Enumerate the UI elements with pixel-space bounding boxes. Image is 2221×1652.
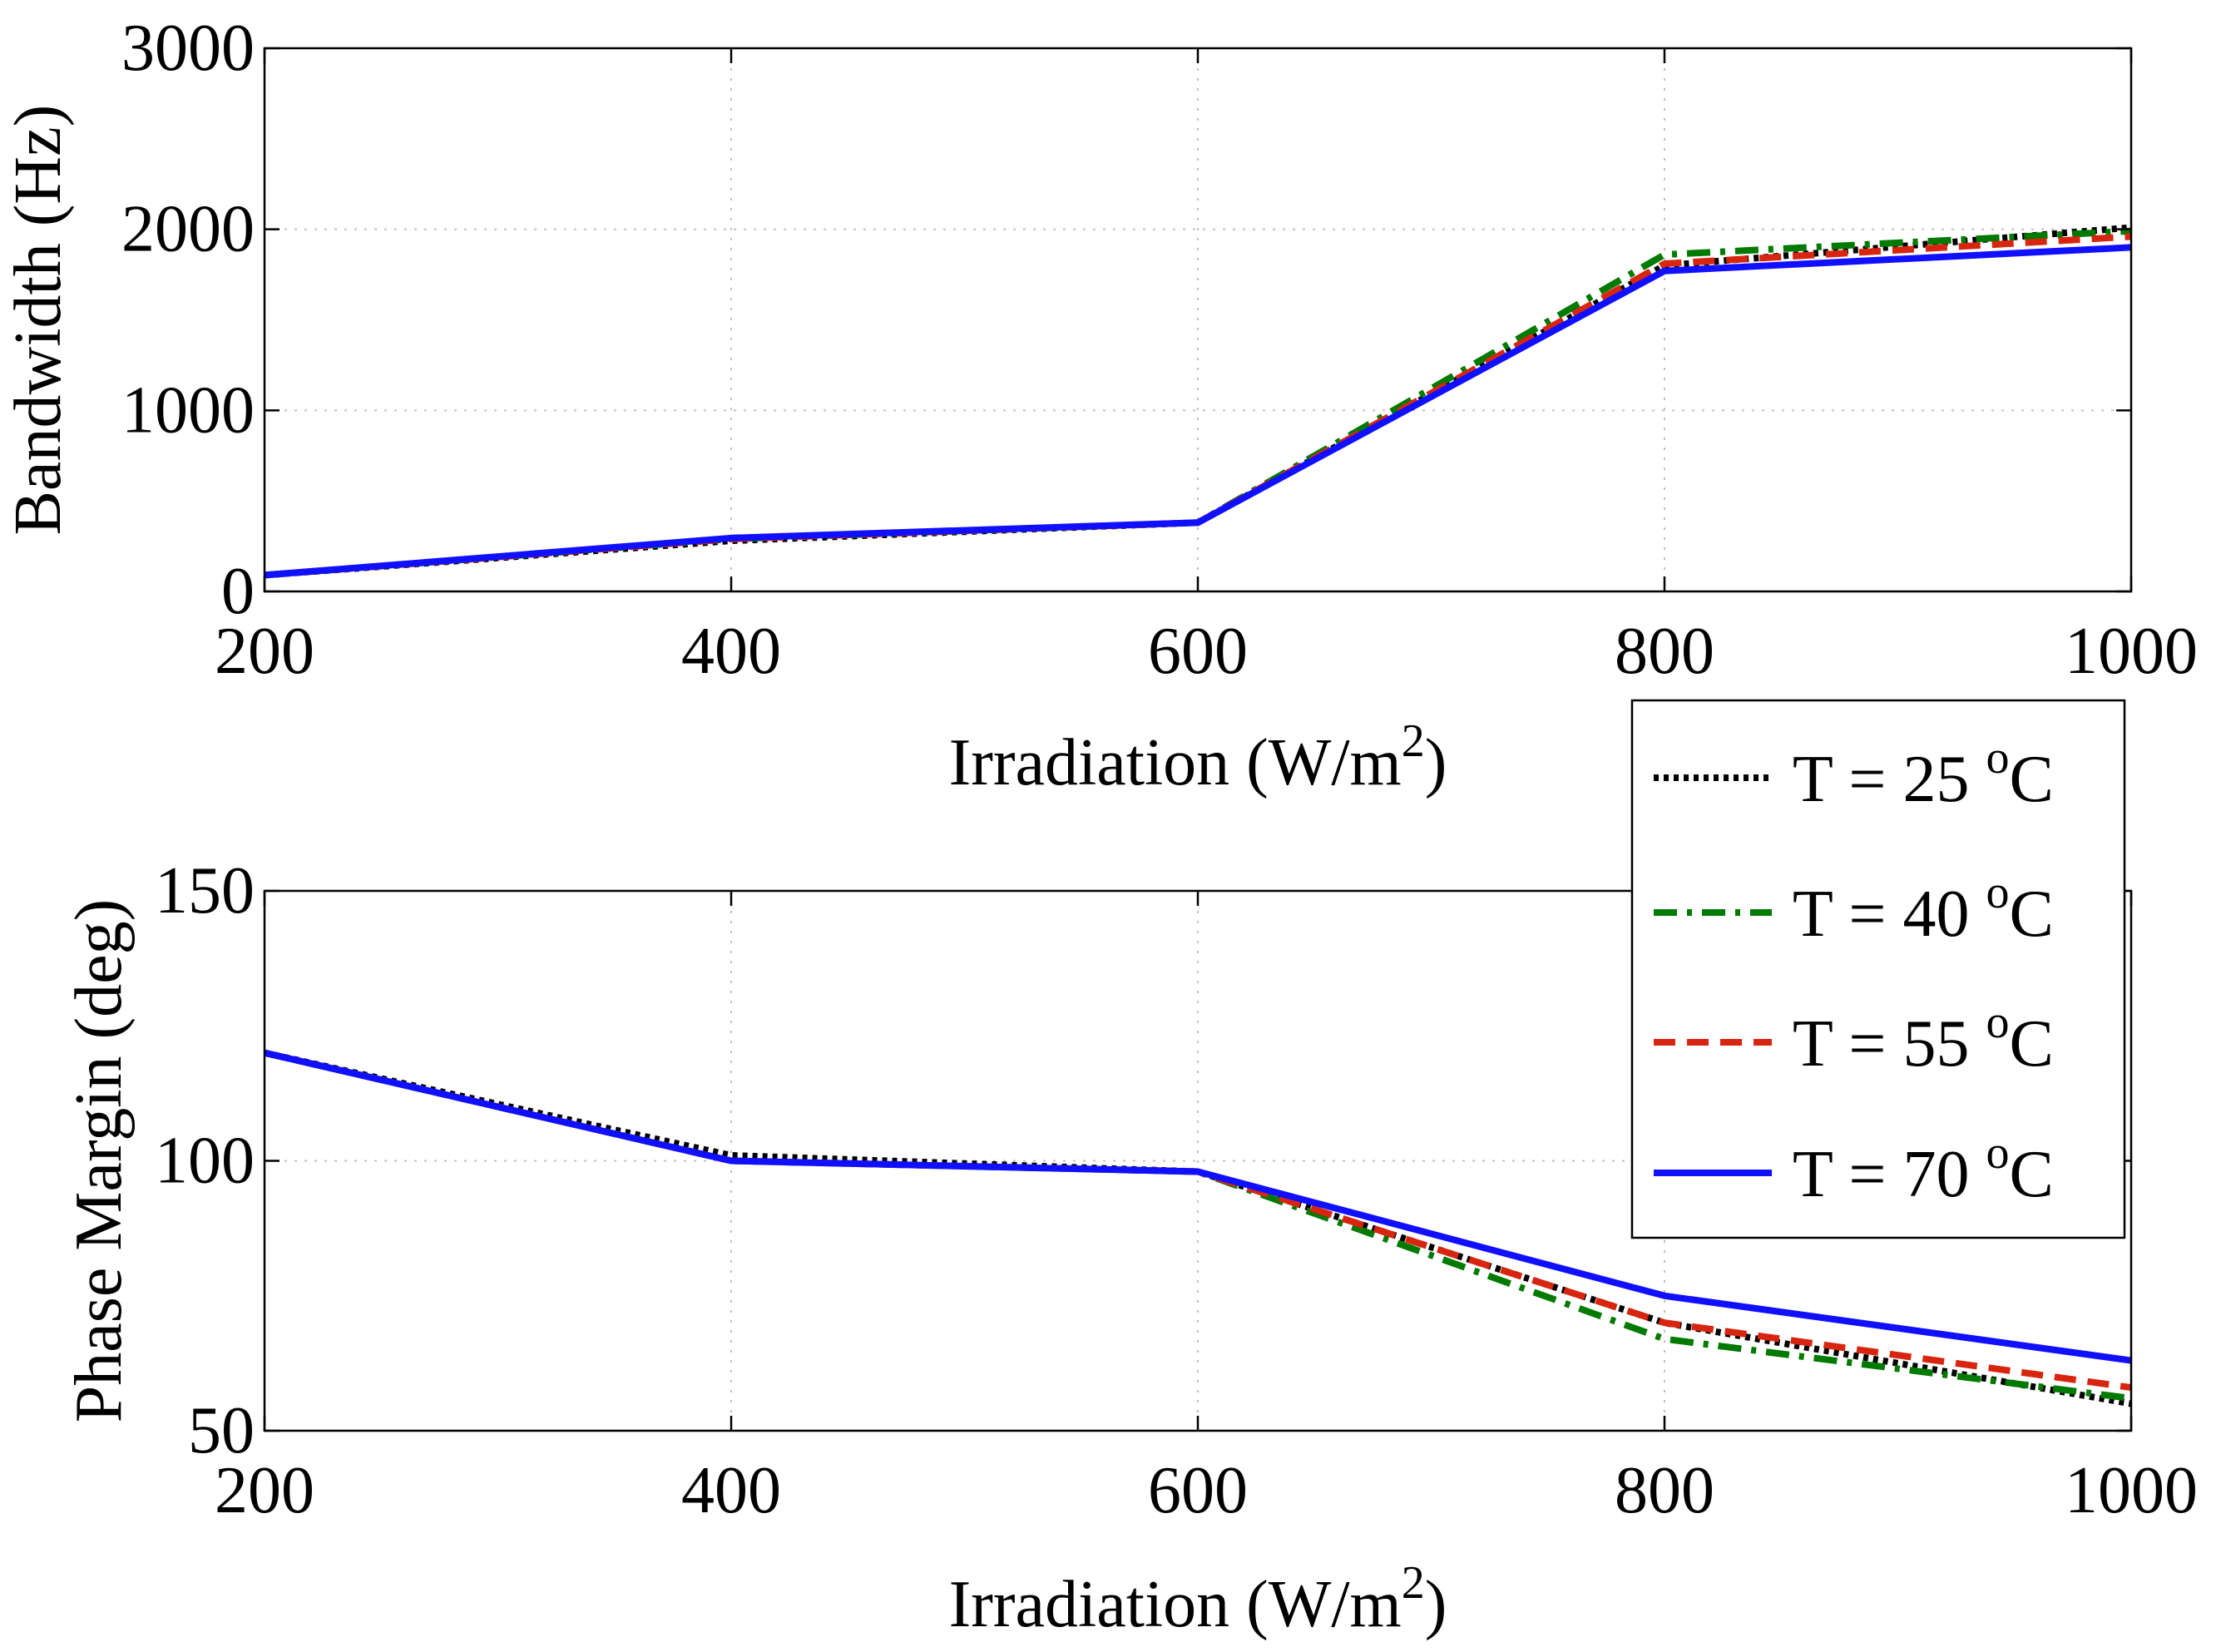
legend-label-1: T = 25 oC — [1793, 732, 2054, 816]
x-axis-label: Irradiation (W/m2) — [949, 715, 1447, 799]
chart-panel-2: 200 400 600 800 1000 50 100 150 Irradiation (W/m… — [62, 854, 2198, 1641]
x-tick-label: 800 — [1615, 615, 1714, 688]
x-tick-label: 200 — [215, 1454, 314, 1527]
x-axis-label: Irradiation (W/m2) — [949, 1557, 1447, 1641]
y-tick-label: 3000 — [121, 12, 255, 85]
x-tick-label: 400 — [681, 615, 781, 688]
x-tick-label: 800 — [1615, 1454, 1714, 1527]
x-tick-label: 1000 — [2065, 615, 2198, 688]
legend-label-2: T = 40 oC — [1793, 867, 2054, 951]
legend-label-3: T = 55 oC — [1793, 997, 2054, 1081]
y-axis-label: Bandwidth (Hz) — [2, 105, 75, 536]
y-tick-label: 2000 — [121, 193, 255, 266]
y-tick-label: 50 — [188, 1394, 255, 1467]
x-tick-label: 200 — [215, 615, 314, 688]
legend-label-4: T = 70 oC — [1793, 1127, 2054, 1211]
series-line-2 — [264, 1049, 2132, 1402]
y-tick-label: 1000 — [121, 373, 255, 447]
y-tick-label: 100 — [155, 1125, 255, 1198]
x-tick-label: 1000 — [2065, 1454, 2198, 1527]
y-axis-label: Phase Margin (deg) — [62, 899, 136, 1423]
x-tick-label: 600 — [1148, 615, 1248, 688]
chart-panel-1: 200 400 600 800 1000 0 1000 2000 3000 Irradiation… — [2, 12, 2198, 799]
series-line-4 — [264, 1049, 2132, 1364]
legend-box — [1630, 699, 2126, 1239]
y-tick-label: 150 — [155, 854, 255, 927]
series-line-4 — [264, 244, 2132, 579]
legend: T = 25 oC T = 40 oC T = 55 oC T = 70 oC — [1630, 699, 2126, 1239]
x-tick-label: 400 — [681, 1454, 781, 1527]
y-tick-label: 0 — [221, 555, 255, 628]
x-tick-label: 600 — [1148, 1454, 1248, 1527]
